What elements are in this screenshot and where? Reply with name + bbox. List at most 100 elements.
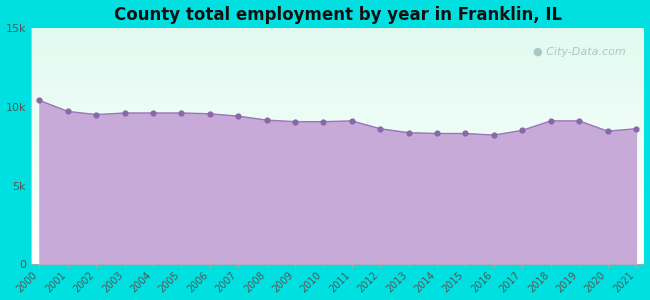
Bar bbox=[31, 141, 644, 142]
Point bbox=[34, 98, 45, 103]
Bar bbox=[31, 207, 644, 208]
Bar bbox=[31, 125, 644, 126]
Bar bbox=[31, 50, 644, 51]
Bar bbox=[31, 36, 644, 37]
Bar bbox=[31, 88, 644, 89]
Bar bbox=[31, 63, 644, 64]
Bar bbox=[31, 228, 644, 229]
Bar bbox=[31, 148, 644, 149]
Bar bbox=[31, 46, 644, 47]
Bar bbox=[31, 145, 644, 146]
Bar bbox=[31, 92, 644, 93]
Bar bbox=[31, 133, 644, 134]
Bar bbox=[31, 234, 644, 235]
Bar bbox=[31, 110, 644, 111]
Bar bbox=[31, 66, 644, 67]
Point bbox=[290, 119, 300, 124]
Bar bbox=[31, 85, 644, 86]
Bar bbox=[31, 214, 644, 215]
Bar bbox=[31, 170, 644, 171]
Bar bbox=[31, 178, 644, 179]
Bar bbox=[31, 220, 644, 221]
Bar bbox=[31, 39, 644, 40]
Bar bbox=[31, 251, 644, 252]
Bar bbox=[31, 247, 644, 248]
Bar bbox=[31, 232, 644, 233]
Bar bbox=[31, 238, 644, 239]
Bar bbox=[31, 61, 644, 62]
Bar bbox=[31, 47, 644, 48]
Bar bbox=[31, 53, 644, 54]
Bar bbox=[31, 130, 644, 131]
Bar bbox=[31, 127, 644, 128]
Bar bbox=[31, 242, 644, 243]
Bar bbox=[31, 196, 644, 197]
Bar bbox=[31, 113, 644, 114]
Bar bbox=[31, 93, 644, 94]
Bar bbox=[31, 114, 644, 115]
Bar bbox=[31, 181, 644, 182]
Bar bbox=[31, 233, 644, 234]
Bar bbox=[31, 192, 644, 193]
Bar bbox=[31, 205, 644, 206]
Bar bbox=[31, 225, 644, 226]
Bar bbox=[31, 67, 644, 68]
Bar bbox=[31, 129, 644, 130]
Title: County total employment by year in Franklin, IL: County total employment by year in Frank… bbox=[114, 6, 562, 24]
Bar bbox=[31, 191, 644, 192]
Bar bbox=[31, 78, 644, 79]
Bar bbox=[31, 223, 644, 224]
Bar bbox=[31, 58, 644, 59]
Bar bbox=[31, 29, 644, 30]
Bar bbox=[31, 167, 644, 168]
Bar bbox=[31, 168, 644, 169]
Bar bbox=[31, 185, 644, 186]
Bar bbox=[31, 162, 644, 163]
Bar bbox=[31, 261, 644, 262]
Bar bbox=[31, 197, 644, 198]
Bar bbox=[31, 194, 644, 195]
Bar bbox=[31, 243, 644, 244]
Bar bbox=[31, 142, 644, 143]
Point bbox=[545, 118, 556, 123]
Bar bbox=[31, 262, 644, 263]
Bar bbox=[31, 198, 644, 199]
Bar bbox=[31, 72, 644, 73]
Bar bbox=[31, 108, 644, 109]
Bar bbox=[31, 163, 644, 164]
Bar bbox=[31, 184, 644, 185]
Point bbox=[460, 131, 471, 136]
Point bbox=[574, 118, 584, 123]
Bar bbox=[31, 87, 644, 88]
Bar bbox=[31, 221, 644, 222]
Bar bbox=[31, 183, 644, 184]
Bar bbox=[31, 124, 644, 125]
Bar bbox=[31, 64, 644, 65]
Bar bbox=[31, 257, 644, 258]
Bar bbox=[31, 210, 644, 211]
Bar bbox=[31, 206, 644, 207]
Bar bbox=[31, 143, 644, 144]
Bar bbox=[31, 212, 644, 213]
Bar bbox=[31, 97, 644, 98]
Bar bbox=[31, 199, 644, 200]
Bar bbox=[31, 44, 644, 45]
Bar bbox=[31, 219, 644, 220]
Bar bbox=[31, 115, 644, 116]
Bar bbox=[31, 51, 644, 52]
Bar bbox=[31, 204, 644, 205]
Bar bbox=[31, 35, 644, 36]
Bar bbox=[31, 69, 644, 70]
Bar bbox=[31, 132, 644, 133]
Bar bbox=[31, 55, 644, 56]
Bar bbox=[31, 86, 644, 87]
Point bbox=[603, 129, 613, 134]
Bar bbox=[31, 100, 644, 101]
Bar bbox=[31, 152, 644, 153]
Bar bbox=[31, 100, 644, 101]
Bar bbox=[31, 254, 644, 255]
Bar bbox=[31, 235, 644, 236]
Bar bbox=[31, 96, 644, 97]
Bar bbox=[31, 259, 644, 260]
Bar bbox=[31, 187, 644, 188]
